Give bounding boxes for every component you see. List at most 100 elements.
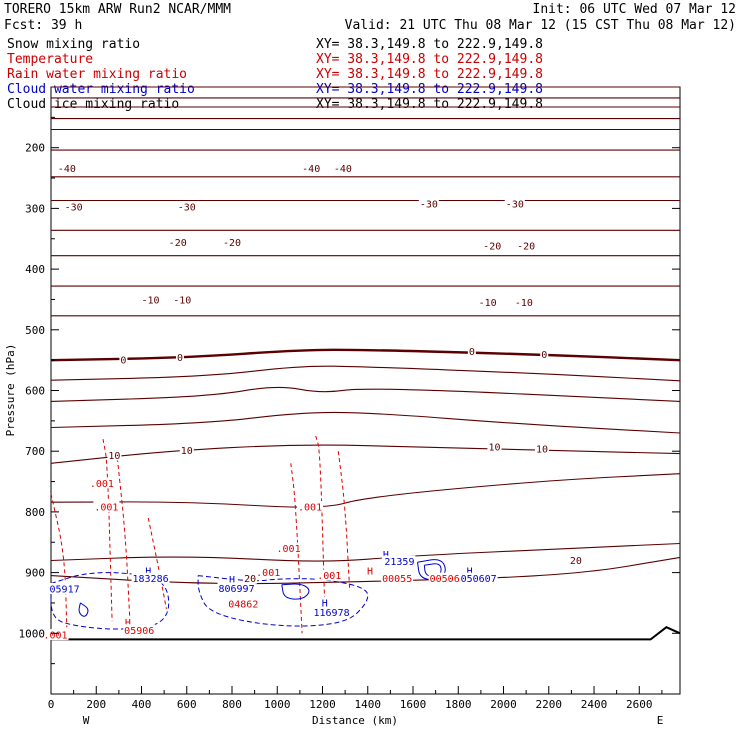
y-tick-label: 700 [25, 445, 45, 458]
temperature-label-bg [482, 240, 503, 252]
y-tick-label: 200 [25, 142, 45, 155]
temperature-label-bg [63, 201, 84, 213]
rain-water-label-bg [42, 629, 69, 641]
cloud-water-max-label-bg [320, 596, 329, 608]
temperature-label-bg [243, 572, 258, 584]
rain-water-contours [50, 435, 351, 634]
temperature-contour [50, 348, 681, 362]
temperature-label: -30 [65, 203, 83, 214]
temperature-label: -20 [517, 242, 535, 253]
rain-water-contour [147, 517, 167, 610]
temperature-label-bg [56, 162, 77, 174]
cloud-water-max-label: H [467, 566, 473, 577]
rain-water-label: .001 [277, 544, 301, 555]
rain-water-max-label: 04862 [228, 600, 258, 611]
cloud-water-max-label-bg [381, 548, 390, 560]
rain-water-label: .001 [94, 503, 118, 514]
temperature-label: -10 [479, 298, 497, 309]
temperature-label: 20 [570, 556, 582, 567]
legend-cloud-ice: Cloud ice mixing ratio [7, 97, 179, 112]
cloud-water-contour [78, 602, 89, 617]
temperature-label-bg [179, 444, 194, 456]
legend-temperature-xy: XY= 38.3,149.8 to 222.9,149.8 [316, 52, 543, 67]
temperature-contour [50, 473, 681, 508]
temperature-label-bg [513, 296, 534, 308]
y-tick-label: 300 [25, 202, 45, 215]
temperature-label: -20 [169, 238, 187, 249]
y-tick-label: 800 [25, 506, 45, 519]
temperature-label-bg [477, 296, 498, 308]
rain-water-max-label: 00055 [382, 574, 412, 585]
temperature-label-bg [172, 294, 193, 306]
temperature-label-bg [107, 449, 122, 461]
rain-water-contour [315, 435, 326, 610]
temperature-contour [50, 365, 681, 382]
header-valid: Valid: 21 UTC Thu 08 Mar 12 (15 CST Thu … [345, 18, 736, 33]
rain-water-label-bg [88, 477, 115, 489]
temperature-label: -20 [223, 238, 241, 249]
temperature-label: 20 [244, 574, 256, 585]
cloud-water-max-label: H [229, 575, 235, 586]
x-tick-label: 2000 [490, 698, 517, 711]
cloud-water-max-label: H [322, 598, 328, 609]
legend-rain-xy: XY= 38.3,149.8 to 222.9,149.8 [316, 67, 543, 82]
rain-water-contour [50, 493, 68, 628]
rain-water-max-label: 05906 [124, 626, 154, 637]
x-tick-label: 0 [48, 698, 55, 711]
rain-water-contour [102, 439, 113, 622]
rain-water-max-label: 00506 [430, 574, 460, 585]
temperature-label-bg [222, 236, 243, 248]
contour-labels: -40 -40 -40 -30 -30 -30 -30 -20 -20 -20 -20 -10 -10 -… [42, 162, 583, 642]
x-axis-label: Distance (km) [312, 714, 398, 727]
temperature-label: -30 [420, 200, 438, 211]
cloud-water-contour [417, 559, 446, 581]
cloud-water-max-label-bg [228, 573, 237, 585]
temperature-label: -10 [173, 296, 191, 307]
temperature-contour [50, 386, 681, 402]
cloud-water-max-label-bg [465, 564, 474, 576]
temperature-label: -30 [506, 200, 524, 211]
temperature-label: -40 [58, 164, 76, 175]
temperature-contours [50, 86, 681, 585]
temperature-contour [50, 411, 681, 434]
rain-water-max-label-bg [123, 616, 132, 628]
x-tick-label: 2400 [581, 698, 608, 711]
temperature-label: -10 [515, 298, 533, 309]
temperature-label-bg [504, 198, 525, 210]
x-tick-label: 1200 [309, 698, 336, 711]
west-end-label: W [83, 714, 90, 727]
y-tick-label: 400 [25, 263, 45, 276]
cloud-water-max-label: H [145, 566, 151, 577]
temperature-label-bg [467, 345, 476, 357]
temperature-label-bg [516, 240, 537, 252]
temperature-contour [50, 556, 681, 585]
x-tick-label: 1000 [264, 698, 291, 711]
rain-water-label: .001 [256, 568, 280, 579]
rain-water-max-label-bg [123, 624, 156, 636]
terrain-surface [51, 626, 681, 641]
rain-water-label-bg [255, 566, 282, 578]
temperature-label: 10 [536, 444, 548, 455]
rain-water-label-bg [93, 501, 120, 513]
plot-frame [50, 86, 681, 695]
x-tick-label: 2200 [536, 698, 563, 711]
header-fcst: Fcst: 39 h [4, 18, 82, 33]
x-tick-label: 2600 [626, 698, 653, 711]
temperature-label: -30 [178, 203, 196, 214]
x-tick-label: 400 [132, 698, 152, 711]
x-tick-label: 1400 [355, 698, 382, 711]
cloud-water-max-label-bg [131, 572, 170, 584]
cloud-water-max-label: 21359 [384, 557, 414, 568]
legend-rain: Rain water mixing ratio [7, 67, 187, 82]
legend-cloud-ice-xy: XY= 38.3,149.8 to 222.9,149.8 [316, 97, 543, 112]
temperature-label: 0 [177, 353, 183, 364]
y-tick-label: 1000 [19, 627, 46, 640]
temperature-label: 10 [488, 442, 500, 453]
legend-snow: Snow mixing ratio [7, 37, 140, 52]
temperature-label: -10 [142, 296, 160, 307]
cloud-water-max-label: 05917 [50, 584, 80, 595]
temperature-label-bg [167, 236, 188, 248]
y-tick-label: 900 [25, 567, 45, 580]
terrain-line [51, 626, 681, 641]
